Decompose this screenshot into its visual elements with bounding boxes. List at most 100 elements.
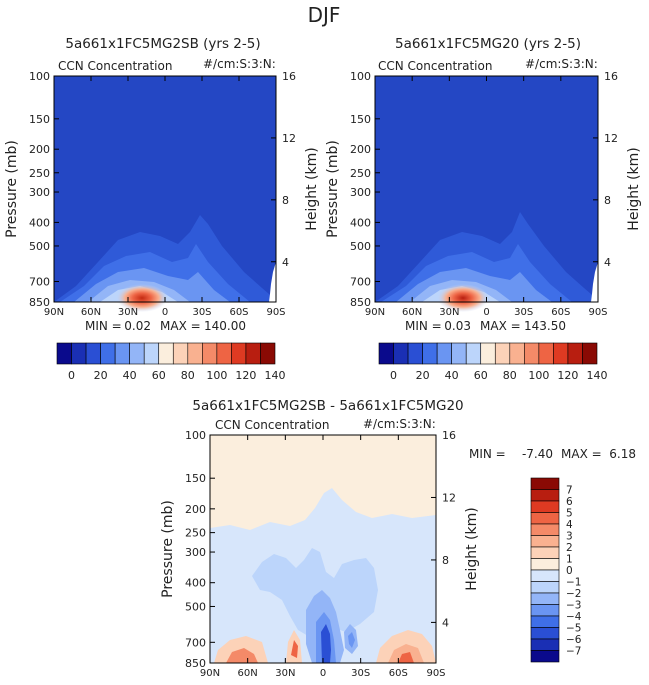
panel-1-xtick-label: 60N xyxy=(81,307,101,318)
panel-1-xtick-label: 30N xyxy=(118,307,138,318)
panel-diff-ytick-label: 500 xyxy=(185,600,206,613)
panel-2-max-value: 143.50 xyxy=(524,319,566,333)
panel-diff-xtick-label: 0 xyxy=(320,668,326,679)
panel-1-ylabel2: Height (km) xyxy=(304,147,320,230)
colorbar-diff-swatch xyxy=(530,650,560,663)
colorbar-diff-label: 7 xyxy=(566,485,573,497)
colorbar-diff-label: −7 xyxy=(566,646,581,658)
panel-1-xtick-label: 0 xyxy=(162,307,168,318)
panel-diff-y2tick-label: 16 xyxy=(442,429,456,442)
colorbar-swatch xyxy=(538,342,554,365)
colorbar-label: 140 xyxy=(587,369,608,382)
colorbar-swatch xyxy=(56,342,72,365)
colorbar-swatch xyxy=(100,342,116,365)
panel-2-max-blob xyxy=(437,284,489,312)
colorbar-swatch xyxy=(393,342,409,365)
colorbar-diff-swatch xyxy=(530,546,560,559)
colorbar-label: 80 xyxy=(503,369,517,382)
colorbar-swatch xyxy=(85,342,101,365)
panel-2-right-label: #/cm:S:3:N: xyxy=(525,57,598,71)
panel-1-ytick-label: 400 xyxy=(29,216,50,229)
colorbar-swatch xyxy=(494,342,511,365)
panel-1-ylabel: Pressure (mb) xyxy=(4,140,20,238)
panel-diff-pos-patch-sh-3 xyxy=(398,652,414,663)
panel-diff: 5a661x1FC5MG2SB - 5a661x1FC5MG20 CCN Con… xyxy=(160,398,636,679)
panel-2-min-value: 0.03 xyxy=(444,319,471,333)
panel-1-y2tick-label: 4 xyxy=(282,256,289,269)
colorbar-label: 120 xyxy=(557,369,578,382)
panel-diff-min-value: -7.40 xyxy=(522,447,553,461)
panel-2-y2tick-label: 16 xyxy=(604,70,618,83)
colorbar-swatch xyxy=(553,342,569,365)
colorbar-swatch xyxy=(378,342,394,365)
panel-2-xtick-label: 0 xyxy=(483,307,489,318)
colorbar-diff-swatch xyxy=(530,592,560,605)
colorbar-swatch xyxy=(567,342,583,365)
panel-1-xtick-label: 60S xyxy=(229,307,248,318)
panel-diff-xtick-label: 60S xyxy=(389,668,408,679)
panel-1-axes: 90N 60N 30N 0 30S 60S 90S 100 150 200 250 300 400 500… xyxy=(4,70,320,318)
colorbar-diff-label: −1 xyxy=(566,577,581,589)
colorbar-label: 40 xyxy=(123,369,137,382)
panel-1-title: 5a661x1FC5MG2SB (yrs 2-5) xyxy=(65,36,260,52)
panel-1-min-value: 0.02 xyxy=(124,319,151,333)
panel-diff-xtick-label: 30N xyxy=(275,668,295,679)
panel-2-min-label: MIN = xyxy=(405,319,442,333)
colorbar-label: 100 xyxy=(528,369,549,382)
panel-1-y2tick-label: 8 xyxy=(282,194,289,207)
colorbar-label: 80 xyxy=(181,369,195,382)
panel-diff-ytick-label: 400 xyxy=(185,577,206,590)
colorbar-diff-swatch xyxy=(530,581,560,594)
colorbar-swatch xyxy=(187,342,203,365)
panel-1-ytick-label: 700 xyxy=(29,275,50,288)
panel-diff-right-label: #/cm:S:3:N: xyxy=(363,417,436,431)
colorbar-diff-swatch xyxy=(530,477,560,490)
panel-diff-ytick-label: 700 xyxy=(185,636,206,649)
colorbar-right: 0 20 40 60 80 100 120 140 xyxy=(378,342,608,382)
panel-diff-neg-patch-3 xyxy=(348,632,355,648)
colorbar-diff-label: 1 xyxy=(566,554,573,566)
panel-diff-title: 5a661x1FC5MG2SB - 5a661x1FC5MG20 xyxy=(192,398,463,414)
panel-1-ytick-label: 200 xyxy=(29,143,50,156)
panel-1-ytick-label: 100 xyxy=(29,70,50,83)
colorbar-swatch xyxy=(129,342,145,365)
colorbar-diff-swatch xyxy=(530,638,560,651)
colorbar-label: 40 xyxy=(445,369,459,382)
colorbar-label: 60 xyxy=(152,369,166,382)
colorbar-swatch xyxy=(202,342,218,365)
colorbar-label: 100 xyxy=(206,369,227,382)
panel-1: 5a661x1FC5MG2SB (yrs 2-5) CCN Concentrat… xyxy=(4,36,320,333)
panel-2-ytick-label: 700 xyxy=(350,275,371,288)
colorbar-swatch xyxy=(231,342,247,365)
colorbar-diff-label: −5 xyxy=(566,623,581,635)
colorbar-swatch xyxy=(465,342,482,365)
panel-2-xtick-label: 60S xyxy=(551,307,570,318)
panel-diff-pos-patch-nh-2 xyxy=(226,648,258,663)
panel-2-xtick-label: 90N xyxy=(365,307,385,318)
panel-diff-level-m5 xyxy=(321,624,331,663)
colorbar-swatch xyxy=(172,342,189,365)
panel-diff-pos-patch-30n-2 xyxy=(291,640,298,658)
panel-2-xtick-label: 60N xyxy=(402,307,422,318)
panel-diff-left-label: CCN Concentration xyxy=(215,418,329,432)
panel-diff-xtick-label: 90N xyxy=(200,668,220,679)
colorbar-label: 20 xyxy=(416,369,430,382)
colorbar-left: 0 20 40 60 80 100 120 140 xyxy=(56,342,286,382)
panel-1-ytick-label: 250 xyxy=(29,167,50,180)
panel-2-ytick-label: 150 xyxy=(350,113,371,126)
colorbar-swatch xyxy=(480,342,496,365)
panel-2-ytick-label: 400 xyxy=(350,216,371,229)
panel-diff-ytick-label: 150 xyxy=(185,472,206,485)
panel-diff-ylabel: Pressure (mb) xyxy=(160,500,176,598)
panel-diff-xtick-label: 60N xyxy=(238,668,258,679)
panel-diff-max-value: 6.18 xyxy=(609,447,636,461)
panel-2: 5a661x1FC5MG20 (yrs 2-5) CCN Concentrati… xyxy=(325,36,642,333)
colorbar-swatch xyxy=(509,342,525,365)
panel-diff-y2tick-label: 12 xyxy=(442,491,456,504)
panel-diff-axes: 90N 60N 30N 0 30S 60S 90S 100 150 200 250 300 400 500… xyxy=(160,429,480,679)
colorbar-swatch xyxy=(216,342,232,365)
panel-diff-max-label: MAX = xyxy=(561,447,602,461)
panel-2-axes: 90N 60N 30N 0 30S 60S 90S 100 150 200 250 300 400 500… xyxy=(325,70,642,318)
panel-2-ytick-label: 100 xyxy=(350,70,371,83)
